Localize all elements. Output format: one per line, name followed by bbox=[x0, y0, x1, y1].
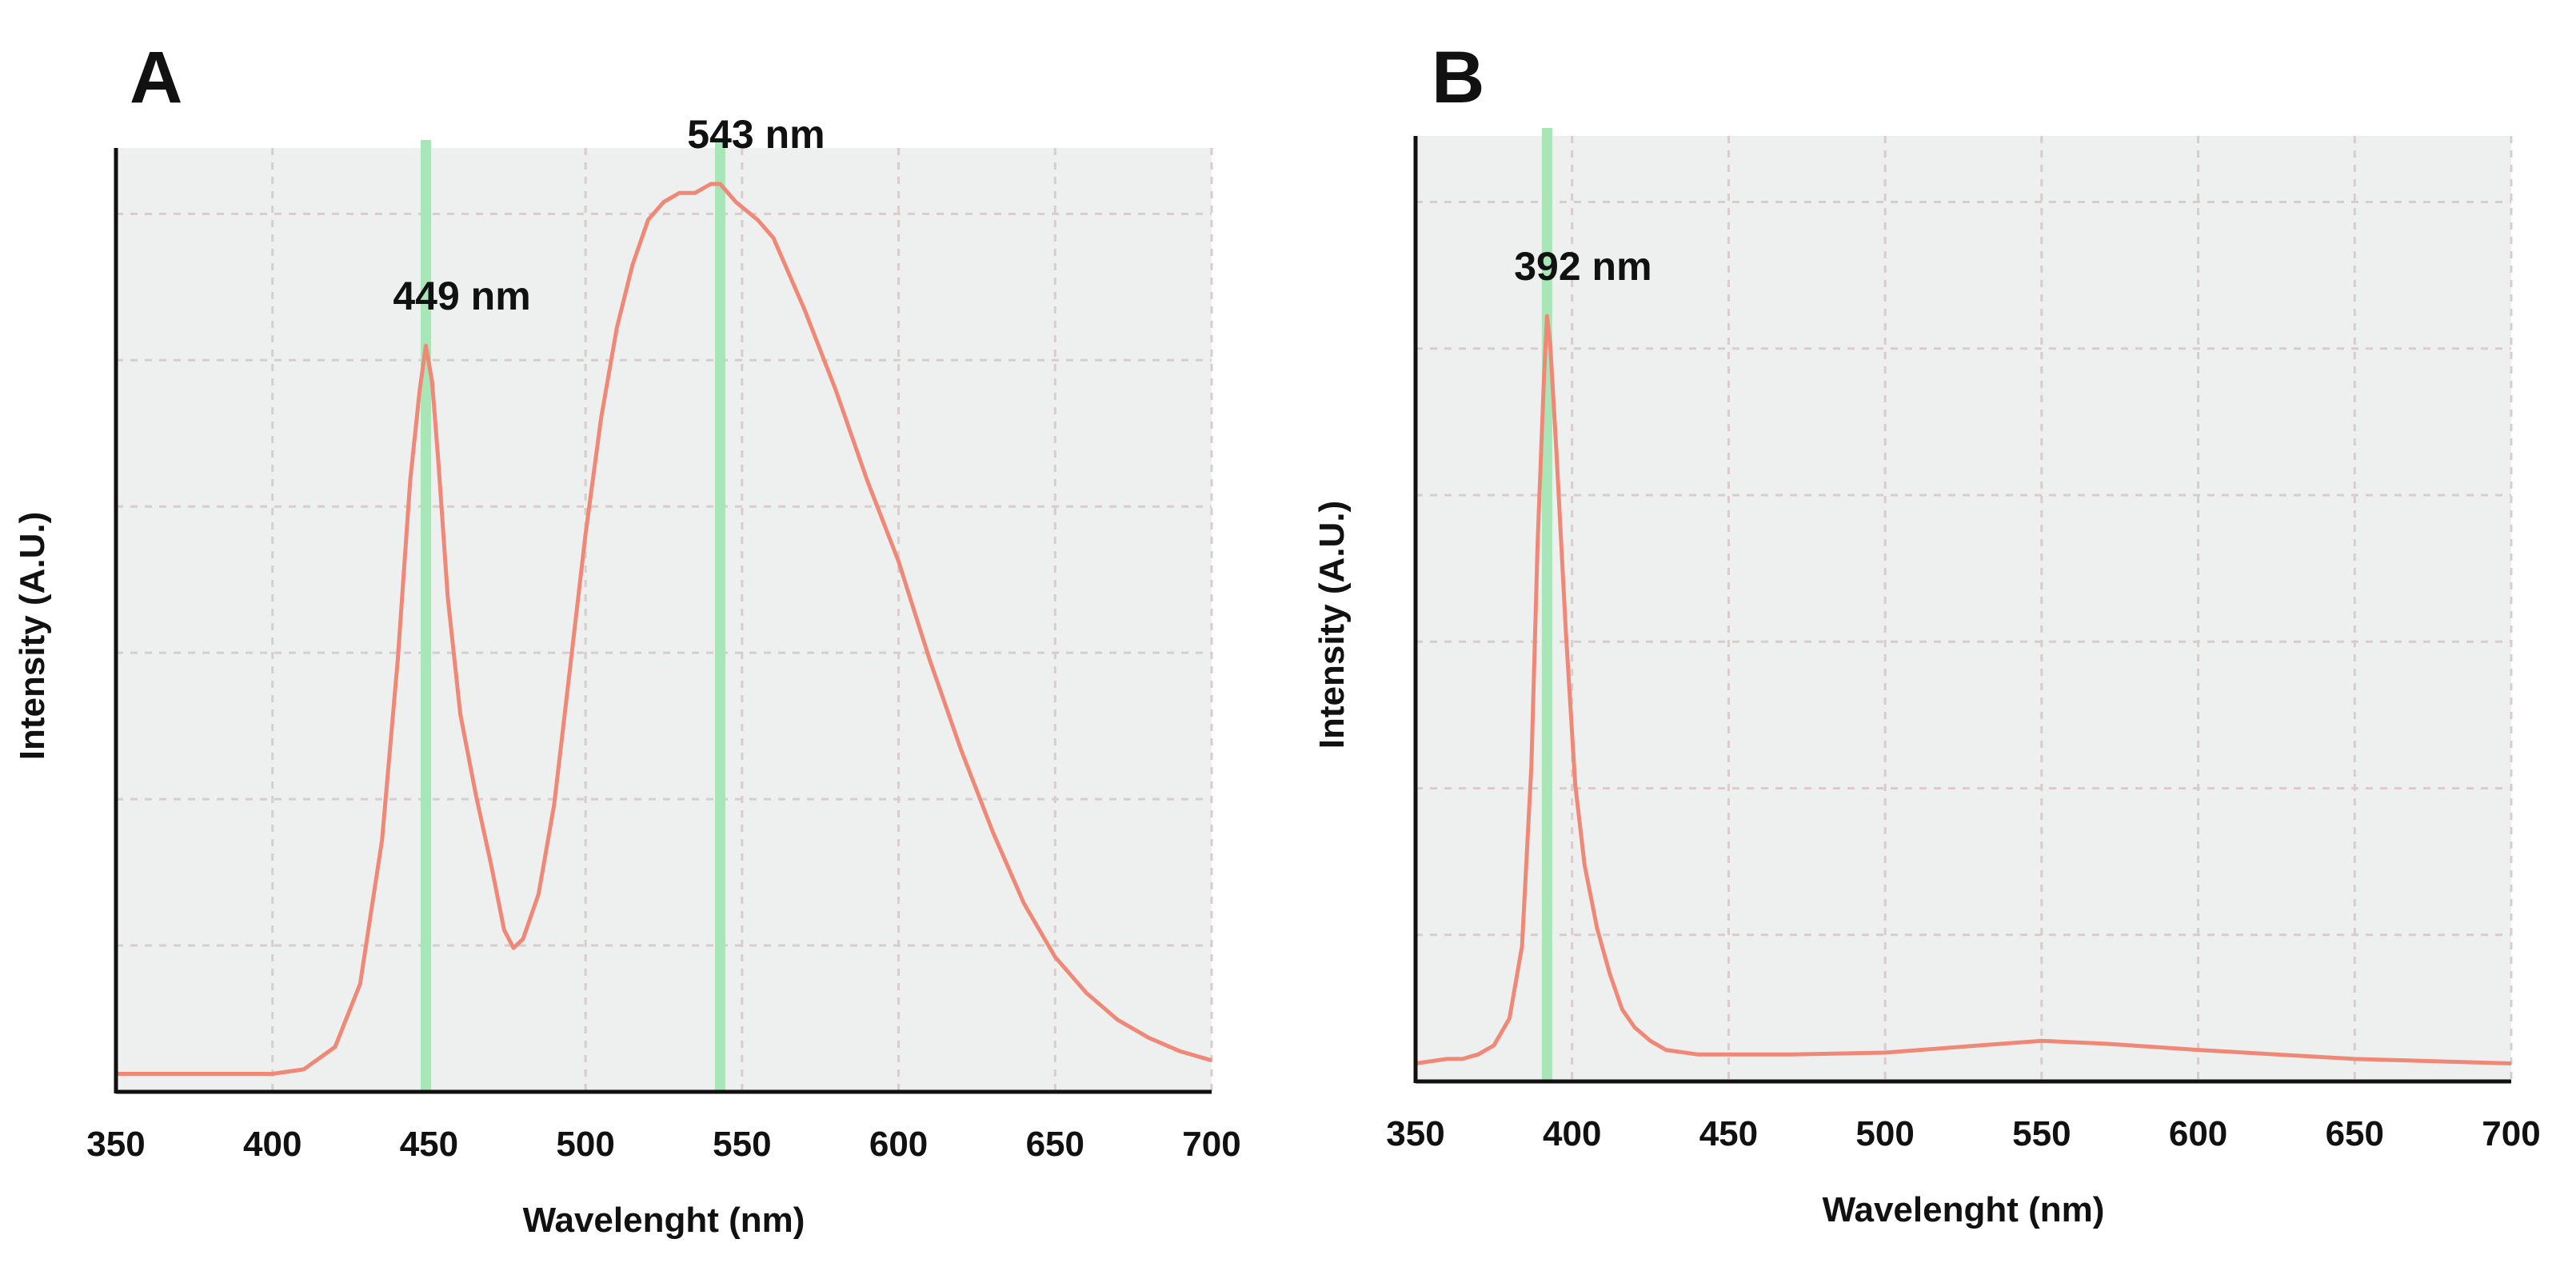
x-tick-label: 700 bbox=[2482, 1114, 2540, 1153]
x-ticks-a: 350 400 450 500 550 600 650 700 bbox=[86, 1125, 1240, 1164]
axes-b bbox=[1413, 136, 2511, 1084]
panel-letter-a: A bbox=[130, 37, 182, 118]
y-axis-label-b: Intensity (A.U.) bbox=[1312, 501, 1352, 749]
x-tick-label: 550 bbox=[2012, 1114, 2071, 1153]
x-tick-label: 550 bbox=[713, 1125, 771, 1164]
grid-a bbox=[116, 148, 1213, 1092]
x-tick-label: 600 bbox=[2169, 1114, 2227, 1153]
panel-letter-b: B bbox=[1432, 37, 1484, 118]
peak-label: 392 nm bbox=[1514, 244, 1651, 289]
x-tick-label: 650 bbox=[2326, 1114, 2384, 1153]
x-ticks-b: 350 400 450 500 550 600 650 700 bbox=[1386, 1114, 2540, 1153]
peak-markers-a bbox=[421, 140, 725, 1092]
peak-label: 543 nm bbox=[687, 112, 825, 157]
peak-labels-b: 392 nm bbox=[1514, 244, 1651, 289]
x-tick-label: 600 bbox=[869, 1125, 928, 1164]
series-line-b bbox=[1415, 314, 2512, 1065]
x-tick-label: 450 bbox=[1699, 1114, 1758, 1153]
x-tick-label: 500 bbox=[1855, 1114, 1914, 1153]
x-tick-label: 350 bbox=[1386, 1114, 1444, 1153]
y-axis-label-a: Intensity (A.U.) bbox=[13, 512, 52, 760]
x-tick-label: 400 bbox=[243, 1125, 302, 1164]
axes-a bbox=[114, 148, 1212, 1094]
peak-label: 449 nm bbox=[393, 274, 530, 318]
x-tick-label: 450 bbox=[400, 1125, 458, 1164]
x-tick-label: 500 bbox=[556, 1125, 614, 1164]
x-axis-label-a: Wavelenght (nm) bbox=[523, 1201, 805, 1240]
x-tick-label: 400 bbox=[1543, 1114, 1601, 1153]
x-tick-label: 700 bbox=[1182, 1125, 1240, 1164]
x-tick-label: 650 bbox=[1026, 1125, 1084, 1164]
grid-b bbox=[1416, 136, 2513, 1081]
peak-labels-a: 449 nm 543 nm bbox=[393, 112, 825, 318]
chart-panel-b: B 350 400 450 500 550 600 650 700 392 nm Wavele… bbox=[1312, 37, 2541, 1229]
x-axis-label-b: Wavelenght (nm) bbox=[1823, 1190, 2105, 1229]
series-line-a bbox=[116, 182, 1212, 1076]
plot-area-a bbox=[116, 148, 1212, 1092]
x-tick-label: 350 bbox=[86, 1125, 145, 1164]
